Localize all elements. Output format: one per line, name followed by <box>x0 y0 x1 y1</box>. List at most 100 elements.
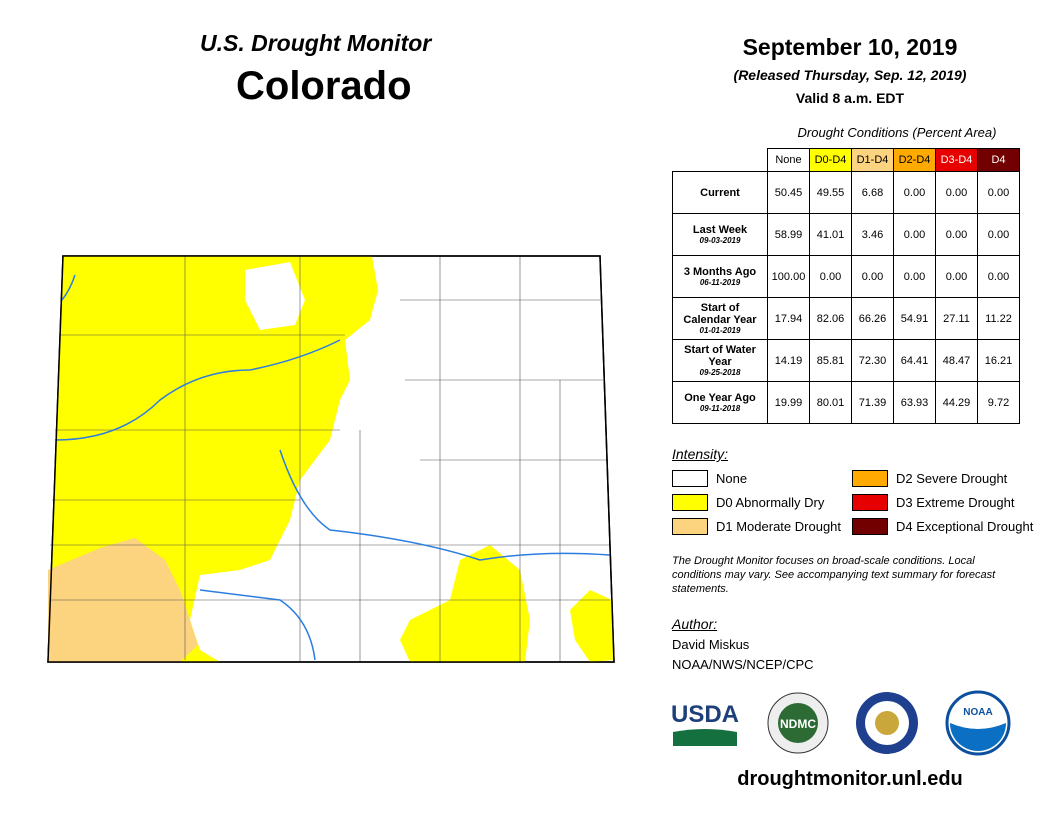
cell: 16.21 <box>977 339 1020 382</box>
cell: 82.06 <box>809 297 852 340</box>
cell: 41.01 <box>809 213 852 256</box>
legend-label: D1 Moderate Drought <box>716 519 842 534</box>
legend-label: D3 Extreme Drought <box>896 495 1015 510</box>
title: Colorado <box>236 64 412 108</box>
cell: 64.41 <box>893 339 936 382</box>
cell: 3.46 <box>851 213 894 256</box>
row-label-text: One Year Ago <box>684 392 756 404</box>
row: Current 50.45 49.55 6.68 0.00 0.00 0.00 <box>672 171 1020 214</box>
cell: 0.00 <box>935 255 978 298</box>
author-heading: Author: <box>672 616 718 632</box>
row: Start of Calendar Year 01-01-2019 17.94 82.… <box>672 297 1020 340</box>
logos: USDA NDMC NOAA <box>671 690 1011 756</box>
row-label-text: Start of Water Year <box>684 344 756 368</box>
cell: 48.47 <box>935 339 978 382</box>
row-label: Start of Calendar Year 01-01-2019 <box>672 297 768 340</box>
legend-title: Intensity: <box>672 446 729 462</box>
cell: 72.30 <box>851 339 894 382</box>
row: One Year Ago 09-11-2018 19.99 80.01 71.39 63.… <box>672 381 1020 424</box>
url: droughtmonitor.unl.edu <box>737 768 963 790</box>
author-name: David Miskus <box>672 637 750 652</box>
cell: 0.00 <box>935 213 978 256</box>
row-label-text: Current <box>700 186 740 199</box>
legend-label: D0 Abnormally Dry <box>716 495 825 510</box>
row-label: Current <box>672 171 768 214</box>
row-date: 01-01-2019 <box>699 326 741 335</box>
row-date: 06-11-2019 <box>699 278 741 287</box>
cell: 54.91 <box>893 297 936 340</box>
subtitle: U.S. Drought Monitor <box>200 30 432 56</box>
row: Last Week 09-03-2019 58.99 41.01 3.46 0.00 0.0… <box>672 213 1020 256</box>
cell: 71.39 <box>851 381 894 424</box>
column-header: D4 <box>977 148 1020 172</box>
cell: 80.01 <box>809 381 852 424</box>
cell: 0.00 <box>893 255 936 298</box>
legend-item: D0 Abnormally Dry <box>672 494 824 511</box>
row: 3 Months Ago 06-11-2019 100.00 0.00 0.00 0.00… <box>672 255 1020 298</box>
legend-item: D4 Exceptional Drought <box>852 518 1033 535</box>
row-label-text: Last Week <box>692 224 748 236</box>
row-date: 09-11-2018 <box>699 404 741 413</box>
column-header: D3-D4 <box>935 148 978 172</box>
cell: 0.00 <box>809 255 852 298</box>
conditions-table: None D0-D4 D1-D4 D2-D4 D3-D4 D4 Current 50.45 49… <box>672 148 1020 424</box>
cell: 0.00 <box>893 213 936 256</box>
row-date: 09-25-2018 <box>699 368 741 377</box>
cell: 44.29 <box>935 381 978 424</box>
cell: 0.00 <box>893 171 936 214</box>
cell: 9.72 <box>977 381 1020 424</box>
legend-label: D2 Severe Drought <box>896 471 1008 486</box>
author-org: NOAA/NWS/NCEP/CPC <box>672 657 814 672</box>
column-header: D2-D4 <box>893 148 936 172</box>
logo-noaa: NOAA <box>963 707 992 718</box>
cell: 11.22 <box>977 297 1020 340</box>
cell: 50.45 <box>767 171 810 214</box>
cell: 66.26 <box>851 297 894 340</box>
legend-swatch <box>672 518 708 535</box>
column-header: D0-D4 <box>809 148 852 172</box>
blank-cell <box>672 148 768 172</box>
cell: 0.00 <box>851 255 894 298</box>
cell: 63.93 <box>893 381 936 424</box>
cell: 100.00 <box>767 255 810 298</box>
cell: 85.81 <box>809 339 852 382</box>
legend-swatch <box>852 494 888 511</box>
released: (Released Thursday, Sep. 12, 2019) <box>733 67 967 83</box>
map <box>47 255 615 663</box>
legend-item: D3 Extreme Drought <box>852 494 1015 511</box>
table-caption: Drought Conditions (Percent Area) <box>797 125 997 140</box>
cell: 49.55 <box>809 171 852 214</box>
logo-ndmc: NDMC <box>780 717 816 731</box>
note: The Drought Monitor focuses on broad-sca… <box>672 555 996 595</box>
row-label: One Year Ago 09-11-2018 <box>672 381 768 424</box>
column-header: None <box>767 148 810 172</box>
legend-item: D1 Moderate Drought <box>672 518 841 535</box>
row-label: Start of Water Year 09-25-2018 <box>672 339 768 382</box>
cell: 14.19 <box>767 339 810 382</box>
legend-swatch <box>852 518 888 535</box>
column-header: D1-D4 <box>851 148 894 172</box>
legend-item: None <box>672 470 747 487</box>
row-label-text: Start of Calendar Year <box>683 302 757 326</box>
row-date: 09-03-2019 <box>699 236 741 245</box>
legend-swatch <box>852 470 888 487</box>
legend-swatch <box>672 494 708 511</box>
legend-label: D4 Exceptional Drought <box>896 519 1034 534</box>
logo-usda: USDA <box>671 701 739 728</box>
cell: 27.11 <box>935 297 978 340</box>
row-label: 3 Months Ago 06-11-2019 <box>672 255 768 298</box>
cell: 19.99 <box>767 381 810 424</box>
row-label: Last Week 09-03-2019 <box>672 213 768 256</box>
cell: 17.94 <box>767 297 810 340</box>
valid: Valid 8 a.m. EDT <box>795 90 905 106</box>
date: September 10, 2019 <box>742 34 958 60</box>
row-label-text: 3 Months Ago <box>683 266 757 278</box>
legend-item: D2 Severe Drought <box>852 470 1007 487</box>
cell: 0.00 <box>977 213 1020 256</box>
cell: 58.99 <box>767 213 810 256</box>
legend-label: None <box>716 471 748 486</box>
header-row: None D0-D4 D1-D4 D2-D4 D3-D4 D4 <box>672 148 1020 172</box>
row: Start of Water Year 09-25-2018 14.19 85.81 7… <box>672 339 1020 382</box>
cell: 0.00 <box>977 171 1020 214</box>
